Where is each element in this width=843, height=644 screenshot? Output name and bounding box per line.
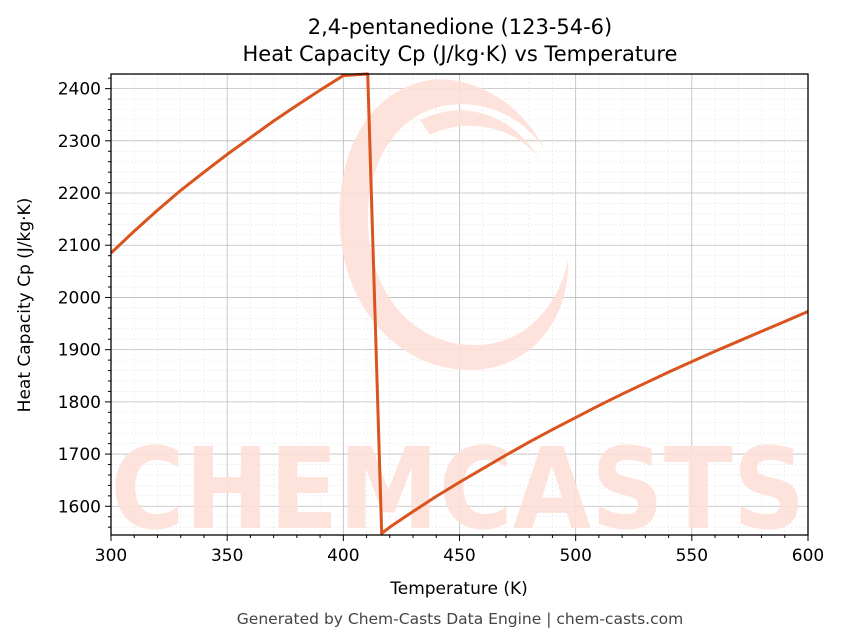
y-tick-label: 2400 — [58, 80, 101, 100]
y-axis: 1600 1700 1800 1900 2000 2100 2200 2300 2400 — [58, 77, 111, 528]
y-tick-label: 2000 — [58, 288, 101, 308]
y-tick-label: 2300 — [58, 132, 101, 152]
watermark-text: CHEMCASTS — [111, 425, 806, 555]
x-tick-label: 500 — [559, 546, 591, 566]
y-tick-label: 2200 — [58, 184, 101, 204]
y-tick-label: 1700 — [58, 445, 101, 465]
y-tick-label: 2100 — [58, 236, 101, 256]
chart-title-line-1: 2,4-pentanedione (123-54-6) — [308, 15, 613, 39]
chart-title-line-2: Heat Capacity Cp (J/kg·K) vs Temperature — [243, 42, 678, 66]
x-tick-label: 400 — [327, 546, 359, 566]
x-tick-label: 300 — [95, 546, 127, 566]
x-tick-label: 450 — [443, 546, 475, 566]
y-tick-label: 1600 — [58, 497, 101, 517]
x-tick-label: 550 — [676, 546, 708, 566]
x-tick-label: 600 — [792, 546, 824, 566]
footer-credit: Generated by Chem-Casts Data Engine | ch… — [237, 610, 683, 628]
x-axis: 300 350 400 450 500 550 600 — [95, 535, 824, 566]
x-axis-label: Temperature (K) — [389, 579, 528, 599]
watermark-swirl-inner — [420, 110, 540, 160]
x-tick-label: 350 — [211, 546, 243, 566]
y-tick-label: 1800 — [58, 393, 101, 413]
y-tick-label: 1900 — [58, 341, 101, 361]
chemcasts-watermark-logo: CHEMCASTS — [111, 79, 806, 555]
series-layer — [109, 72, 809, 535]
y-axis-label: Heat Capacity Cp (J/kg·K) — [15, 198, 35, 413]
series-line-0 — [109, 72, 809, 535]
